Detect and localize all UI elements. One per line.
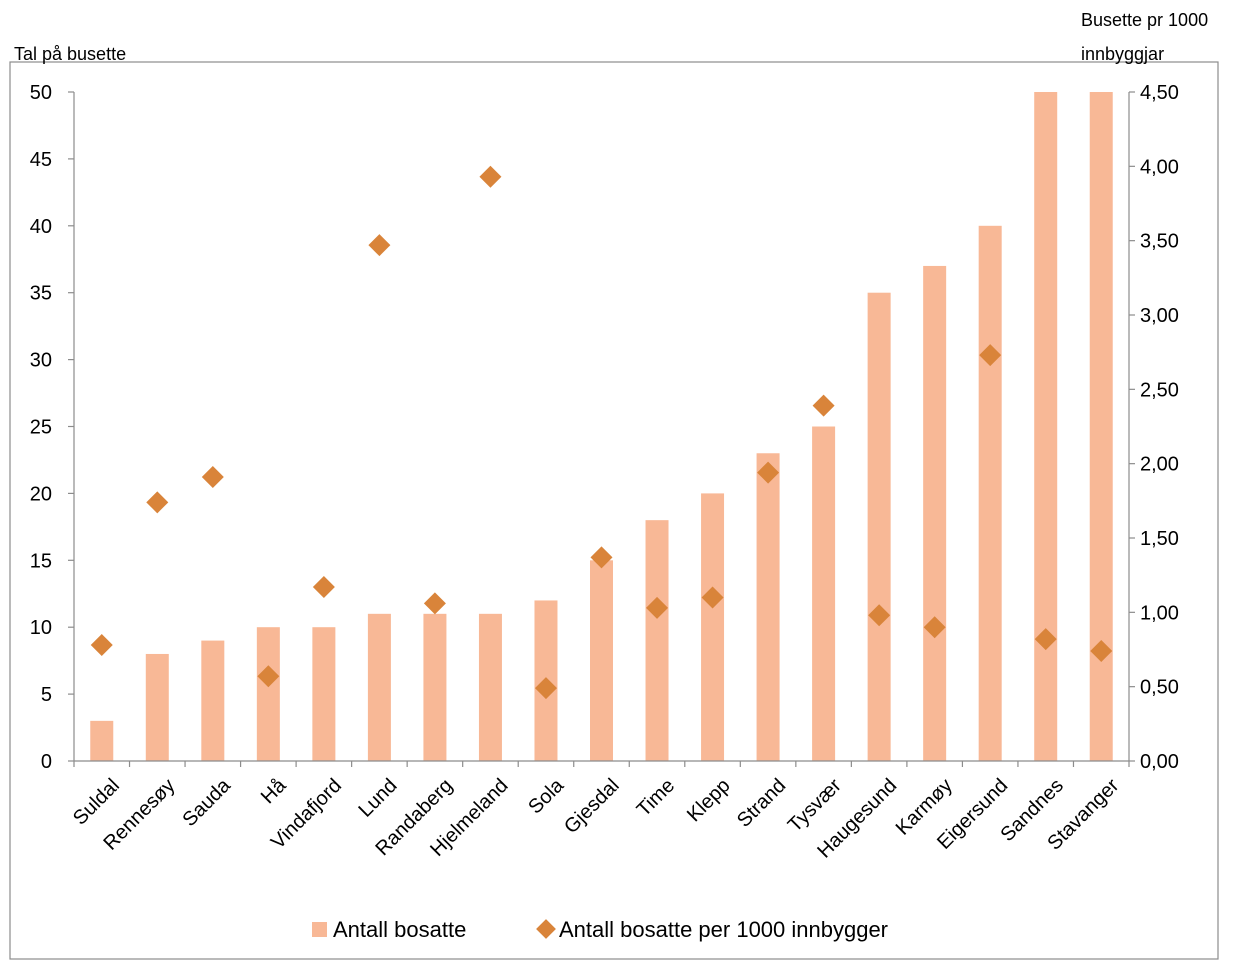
bar-stavanger [1089,92,1113,761]
y-right-tick-label: 2,50 [1140,379,1179,401]
y-left-tick-label: 45 [30,149,52,171]
y-left-tick-label: 10 [30,617,52,639]
y-left-tick-label: 25 [30,417,52,439]
y-left-tick-label: 0 [41,751,52,773]
marker-tysvær [812,394,835,417]
y-left-tick-label: 20 [30,483,52,505]
y-right-axis-title-line-2: innbyggjar [1081,44,1164,64]
marker-klepp [701,586,724,609]
y-left-tick-label: 5 [41,684,52,706]
bar-time [645,520,669,761]
y-left-tick-label: 30 [30,350,52,372]
x-label-gjesdal: Gjesdal [560,775,624,839]
legend-swatch-bars [312,922,327,937]
x-label-hå: Hå [257,774,291,808]
y-left-tick-label: 35 [30,283,52,305]
marker-sola [534,677,557,700]
marker-rennesøy [146,491,169,514]
bar-hå [256,627,280,761]
axes: 0 5 10 15 20 25 30 35 40 45 50 0,00 0,50 1,00 1,50 2,00… [30,82,1179,773]
y-right-tick-label: 1,50 [1140,528,1179,550]
y-left-tick-label: 40 [30,216,52,238]
marker-hå [257,665,280,688]
x-label-suldal: Suldal [69,775,124,830]
chart-frame [9,61,1219,960]
y-right-tick-label: 4,00 [1140,156,1179,178]
marker-vindafjord [312,576,335,599]
bar-series [90,92,1113,762]
y-right-tick-label: 1,00 [1140,602,1179,624]
x-label-strand: Strand [733,775,790,832]
bar-klepp [701,493,725,761]
y-right-tick-label: 3,00 [1140,305,1179,327]
marker-karmøy [923,616,946,639]
marker-lund [368,234,391,257]
marker-strand [757,461,780,484]
marker-eigersund [979,344,1002,367]
x-label-sauda: Sauda [179,774,236,831]
bar-suldal [90,720,114,761]
marker-randaberg [423,592,446,615]
bar-strand [756,453,780,761]
bar-karmøy [923,265,947,761]
marker-haugesund [868,604,891,627]
bar-eigersund [978,225,1002,762]
bar-gjesdal [590,560,613,761]
bar-sauda [201,640,225,761]
bar-vindafjord [312,627,336,761]
y-left-axis-title: Tal på busette [14,44,126,64]
bar-lund [367,613,391,761]
marker-sandnes [1034,628,1057,651]
bar-hjelmeland [478,613,502,761]
x-label-time: Time [633,775,679,821]
marker-stavanger [1090,639,1113,662]
legend-label-bars: Antall bosatte [333,917,466,942]
bar-sandnes [1034,92,1058,761]
x-label-klepp: Klepp [683,775,735,827]
y-right-tick-label: 2,00 [1140,454,1179,476]
bar-randaberg [423,613,447,761]
marker-sauda [201,466,224,489]
y-left-tick-label: 50 [30,82,52,104]
marker-suldal [90,634,113,657]
y-right-tick-label: 0,50 [1140,677,1179,699]
bar-rennesøy [145,653,169,761]
y-right-tick-label: 4,50 [1140,82,1179,104]
marker-gjesdal [590,546,613,569]
legend-swatch-markers [536,919,556,939]
x-label-lund: Lund [355,775,402,822]
bar-tysvær [812,426,836,761]
y-right-tick-label: 0,00 [1140,751,1179,773]
y-right-axis-title-line-1: Busette pr 1000 [1081,10,1208,30]
marker-hjelmeland [479,165,502,188]
legend: Antall bosatte Antall bosatte per 1000 i… [312,917,888,942]
legend-label-markers: Antall bosatte per 1000 innbygger [559,917,888,942]
y-right-tick-label: 3,50 [1140,231,1179,253]
bar-haugesund [867,292,891,761]
y-left-tick-label: 15 [30,550,52,572]
x-label-sola: Sola [524,774,568,818]
marker-series [90,165,1113,700]
marker-time [646,596,669,619]
